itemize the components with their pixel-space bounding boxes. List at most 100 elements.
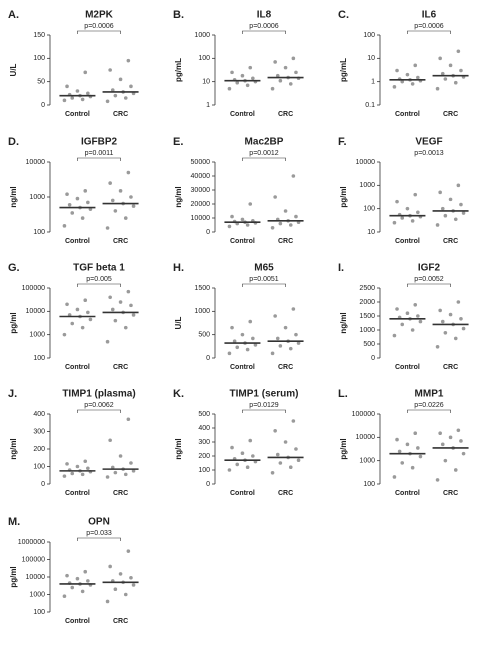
data-point [283,65,288,70]
data-point [70,585,75,590]
panel-title: IGF2 [418,263,441,274]
data-point [453,336,458,341]
data-point [86,579,90,583]
data-point [83,189,88,193]
data-point [288,346,293,351]
x-tick-label: Control [65,238,90,245]
data-point [245,465,250,470]
data-point [62,332,67,337]
data-point [70,211,75,215]
data-point [62,98,67,103]
data-point [443,331,448,335]
y-tick-label: 100 [198,467,210,474]
y-tick-label: 1000 [194,32,210,39]
data-point [283,325,288,330]
data-point [86,91,90,96]
data-point [80,472,85,477]
y-tick-label: 100000 [22,285,45,292]
y-tick-label: 0 [206,229,210,236]
panel-title: IGFBP2 [81,137,118,148]
data-point [270,86,275,91]
data-point [86,200,90,205]
data-point [440,206,445,211]
y-axis-label: ng/ml [339,312,348,333]
p-value: p=0.0062 [84,402,113,409]
data-point [397,449,402,454]
data-point [113,318,118,323]
data-point [273,60,277,64]
data-point [118,572,123,576]
data-point [227,224,232,229]
data-point [123,325,128,330]
y-tick-label: 0 [371,355,375,362]
y-tick-label: 100 [198,55,210,62]
data-point [251,76,255,81]
y-axis-label: pg/mL [339,58,348,82]
data-point [400,79,405,84]
x-tick-label: Control [65,618,90,625]
y-tick-label: 2000 [359,299,375,306]
data-point [275,73,280,78]
data-point [410,465,415,470]
panel-label: G. [8,262,20,274]
data-point [70,471,75,476]
significance-bracket [77,409,121,413]
data-point [80,325,85,330]
p-value: p=0.033 [86,530,112,537]
data-point [270,471,275,475]
y-tick-label: 100 [33,463,45,470]
data-point [67,202,72,207]
x-tick-label: Control [395,364,420,371]
data-point [227,351,232,356]
y-tick-label: 100 [33,229,45,236]
data-point [131,204,136,208]
data-point [123,592,128,597]
data-point [230,325,234,330]
data-point [456,183,461,188]
data-point [129,84,133,89]
data-point [118,77,123,82]
panel-title: IL8 [257,10,272,21]
data-point [440,319,445,324]
data-point [273,429,277,433]
data-point [240,73,245,78]
data-point [395,68,399,73]
data-point [108,68,112,72]
data-point [126,58,131,63]
data-point [83,459,88,464]
data-point [416,210,420,215]
panel-title: IL6 [422,10,437,21]
p-value: p=0.0006 [84,23,113,30]
data-point [438,431,442,436]
y-tick-label: 10000 [356,159,376,166]
x-tick-label: CRC [113,238,128,245]
data-point [440,442,445,447]
x-tick-label: Control [395,490,420,497]
data-point [245,347,250,352]
data-point [126,289,131,294]
y-tick-label: 100 [33,609,45,616]
panel-title: M2PK [85,10,114,21]
data-point [392,475,397,479]
data-point [227,86,232,91]
data-point [235,462,240,467]
data-point [123,96,128,100]
data-point [110,198,115,203]
panel-title: MMP1 [415,389,444,400]
data-point [459,202,463,207]
panel-label: B. [173,9,184,21]
y-tick-label: 400 [198,425,210,432]
significance-bracket [77,537,121,541]
y-tick-label: 400 [33,411,45,418]
y-tick-label: 100 [363,32,375,39]
data-point [65,462,69,466]
y-tick-label: 1000 [359,327,375,334]
data-point [410,219,415,223]
y-tick-label: 1500 [359,313,375,320]
x-tick-label: CRC [113,364,128,371]
x-tick-label: CRC [443,364,458,371]
data-point [461,451,466,456]
x-tick-label: CRC [278,490,293,497]
y-tick-label: 100 [33,355,45,362]
data-point [110,307,115,312]
